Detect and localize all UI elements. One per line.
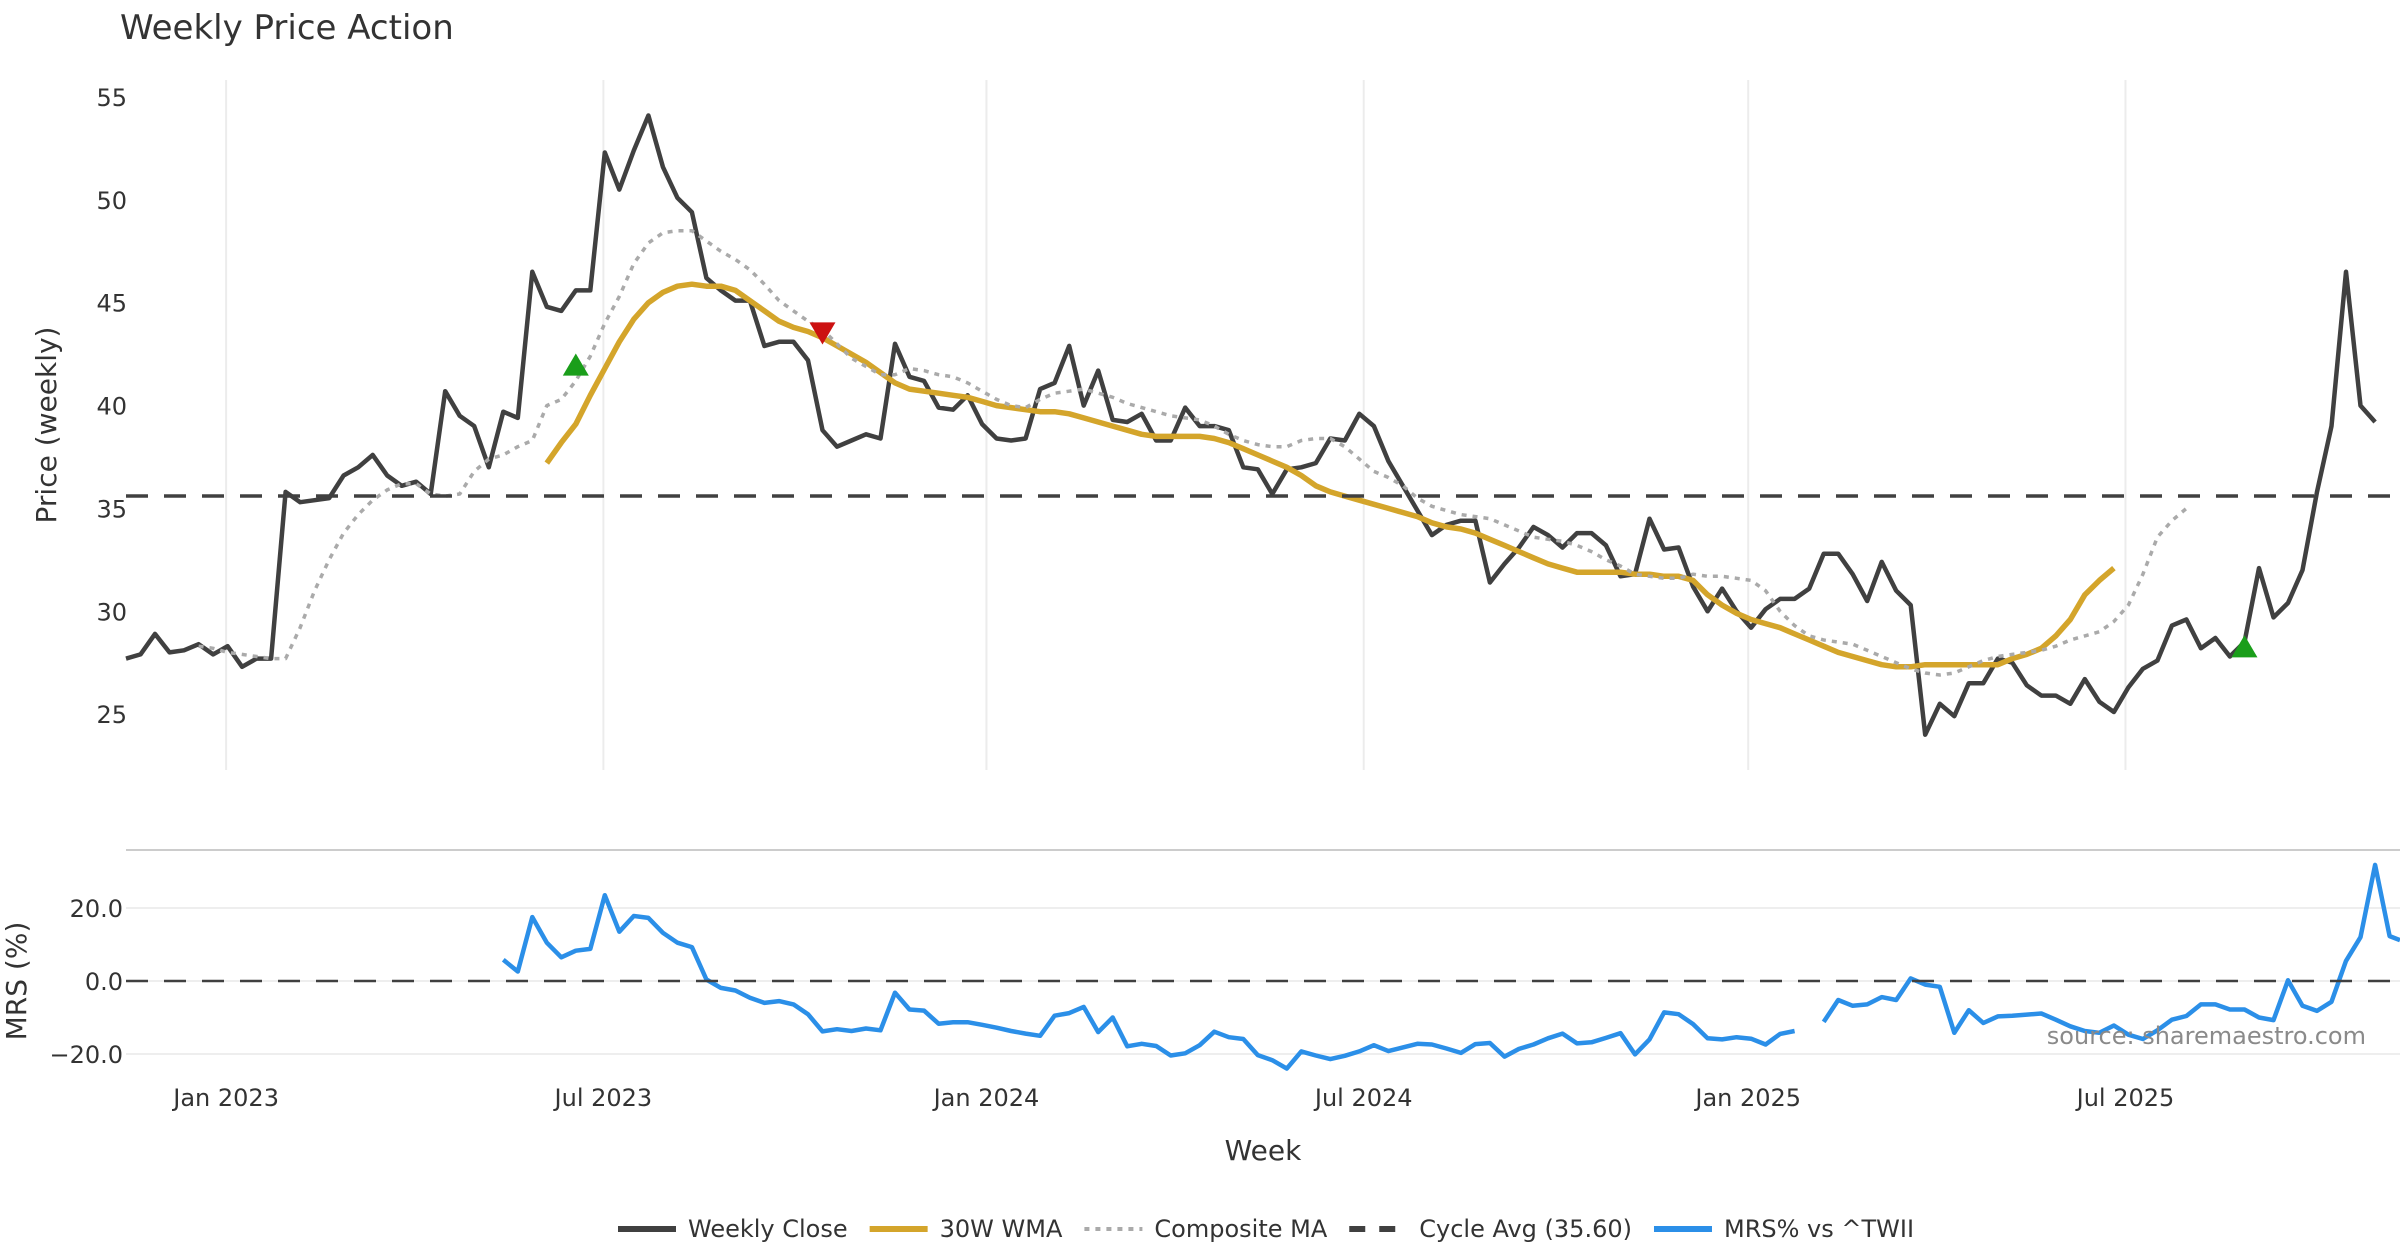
x-tick-label: Jan 2023 <box>171 1084 279 1112</box>
buy-signal-marker <box>562 353 589 376</box>
legend-item: Cycle Avg (35.60) <box>1349 1215 1632 1243</box>
mrs-y-tick-label: −20.0 <box>49 1041 123 1069</box>
price-grid <box>225 80 2127 770</box>
price-y-axis-label: Price (weekly) <box>30 327 63 524</box>
mrs-y-axis-label: MRS (%) <box>0 922 33 1041</box>
mrs-series <box>126 862 2400 1071</box>
legend-label: Cycle Avg (35.60) <box>1419 1215 1632 1243</box>
signal-markers <box>562 322 2258 658</box>
price-y-tick-label: 30 <box>96 598 127 626</box>
mrs-grid <box>126 907 2400 1055</box>
series-composite-ma <box>198 228 2188 677</box>
mrs-y-tick-label: 20.0 <box>70 895 123 923</box>
price-y-tick-label: 25 <box>96 701 127 729</box>
price-y-tick-label: 35 <box>96 495 127 523</box>
legend-label: Weekly Close <box>688 1215 848 1243</box>
x-tick-label: Jul 2023 <box>553 1084 653 1112</box>
x-ticks: Jan 2023 Jul 2023 Jan 2024 Jul 2024 Jan 2025… <box>171 1084 2174 1112</box>
series-weekly-close <box>125 113 2377 737</box>
legend-item: Weekly Close <box>618 1215 848 1243</box>
price-y-tick-label: 40 <box>96 393 127 421</box>
legend-item: 30W WMA <box>869 1215 1063 1243</box>
legend-label: MRS% vs ^TWII <box>1724 1215 1914 1243</box>
source-annotation: source: sharemaestro.com <box>2047 1022 2366 1050</box>
legend-label: Composite MA <box>1154 1215 1327 1243</box>
price-y-ticks: 25 30 35 40 45 50 55 <box>96 84 127 729</box>
sell-signal-marker <box>809 322 836 345</box>
legend-item: Composite MA <box>1084 1215 1328 1243</box>
series-30w-wma <box>544 281 2116 670</box>
price-y-tick-label: 50 <box>96 187 127 215</box>
price-y-tick-label: 45 <box>96 290 127 318</box>
x-axis-label: Week <box>1225 1134 1302 1167</box>
series-mrs-vs-twii <box>1821 862 2400 1042</box>
legend-item: MRS% vs ^TWII <box>1653 1215 1914 1243</box>
chart-title: Weekly Price Action <box>120 8 454 48</box>
legend-label: 30W WMA <box>940 1215 1063 1243</box>
legend: Weekly Close 30W WMA Composite MA Cycle Avg… <box>618 1215 1914 1243</box>
x-tick-label: Jul 2025 <box>2075 1084 2175 1112</box>
mrs-y-tick-label: 0.0 <box>85 968 123 996</box>
x-tick-label: Jul 2024 <box>1313 1084 1413 1112</box>
series-mrs-vs-twii <box>501 892 1796 1071</box>
price-series <box>125 113 2400 737</box>
buy-signal-marker <box>2231 635 2258 658</box>
price-y-tick-label: 55 <box>96 84 127 112</box>
x-tick-label: Jan 2024 <box>932 1084 1040 1112</box>
mrs-y-ticks: −20.0 0.0 20.0 <box>49 895 123 1069</box>
x-tick-label: Jan 2025 <box>1693 1084 1801 1112</box>
